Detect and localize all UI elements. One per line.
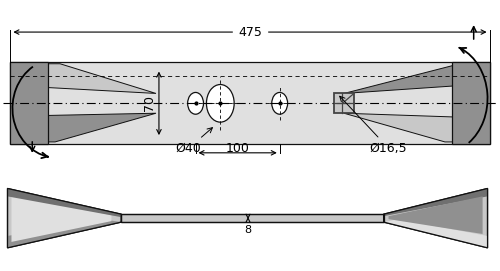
Text: Ø40: Ø40: [176, 128, 212, 155]
Text: 100: 100: [226, 142, 250, 155]
Polygon shape: [384, 188, 488, 216]
Polygon shape: [122, 214, 384, 222]
Polygon shape: [12, 194, 112, 242]
Polygon shape: [10, 64, 156, 93]
Polygon shape: [384, 219, 488, 248]
Polygon shape: [344, 64, 490, 93]
Text: 8: 8: [244, 225, 252, 235]
Bar: [334, 93, 354, 113]
Bar: [10, 62, 490, 144]
Polygon shape: [8, 188, 121, 217]
Polygon shape: [8, 219, 121, 248]
Bar: [452, 62, 490, 144]
Polygon shape: [10, 113, 156, 142]
Ellipse shape: [272, 92, 287, 114]
Text: 70: 70: [143, 95, 156, 111]
Bar: [10, 62, 48, 144]
Text: 475: 475: [238, 25, 262, 38]
Ellipse shape: [206, 85, 234, 122]
Polygon shape: [8, 188, 121, 248]
Polygon shape: [388, 196, 482, 234]
Ellipse shape: [188, 92, 204, 114]
Polygon shape: [344, 113, 490, 142]
Polygon shape: [384, 188, 488, 248]
Text: Ø16,5: Ø16,5: [340, 96, 407, 155]
